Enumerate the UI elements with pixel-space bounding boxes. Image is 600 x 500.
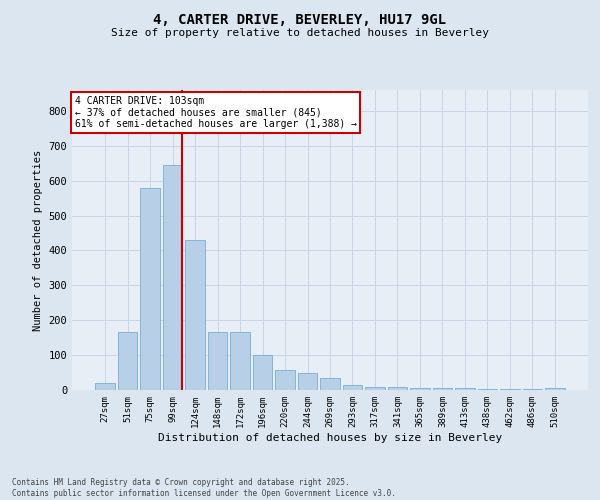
Text: 4, CARTER DRIVE, BEVERLEY, HU17 9GL: 4, CARTER DRIVE, BEVERLEY, HU17 9GL: [154, 12, 446, 26]
X-axis label: Distribution of detached houses by size in Beverley: Distribution of detached houses by size …: [158, 432, 502, 442]
Bar: [163, 165, 182, 390]
Bar: [253, 355, 272, 390]
Bar: [298, 374, 317, 390]
Bar: [230, 332, 250, 390]
Bar: [478, 389, 497, 390]
Bar: [320, 378, 340, 390]
Bar: [140, 188, 160, 390]
Bar: [275, 370, 295, 390]
Bar: [208, 332, 227, 390]
Text: Contains HM Land Registry data © Crown copyright and database right 2025.
Contai: Contains HM Land Registry data © Crown c…: [12, 478, 396, 498]
Y-axis label: Number of detached properties: Number of detached properties: [33, 150, 43, 330]
Bar: [455, 388, 475, 390]
Bar: [388, 387, 407, 390]
Bar: [365, 386, 385, 390]
Bar: [118, 332, 137, 390]
Bar: [545, 388, 565, 390]
Bar: [95, 383, 115, 390]
Bar: [343, 385, 362, 390]
Text: Size of property relative to detached houses in Beverley: Size of property relative to detached ho…: [111, 28, 489, 38]
Bar: [433, 388, 452, 390]
Bar: [410, 388, 430, 390]
Bar: [185, 240, 205, 390]
Text: 4 CARTER DRIVE: 103sqm
← 37% of detached houses are smaller (845)
61% of semi-de: 4 CARTER DRIVE: 103sqm ← 37% of detached…: [74, 96, 356, 129]
